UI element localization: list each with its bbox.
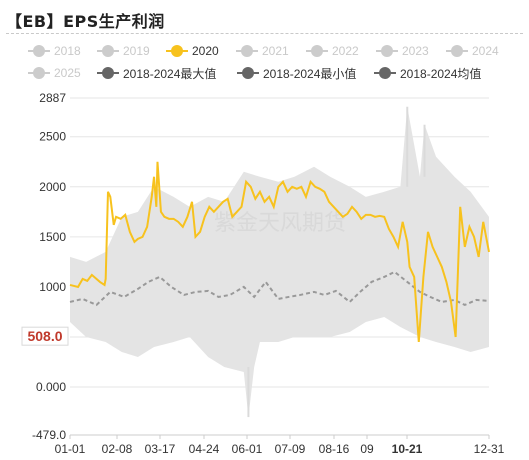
legend-label: 2020	[192, 44, 219, 58]
x-tick-label: 09	[360, 442, 374, 456]
title-divider	[6, 33, 523, 34]
legend-item-2022[interactable]: 2022	[306, 42, 359, 60]
legend-marker-icon	[446, 45, 468, 57]
legend-marker-icon	[28, 45, 50, 57]
legend-label: 2024	[472, 44, 499, 58]
range-band-area	[70, 106, 489, 418]
legend-label: 2018	[54, 44, 81, 58]
x-tick-label: 12-31	[474, 442, 505, 456]
x-tick-label: 01-01	[55, 442, 86, 456]
y-tick-label: 0.000	[36, 380, 66, 394]
x-tick-label: 07-09	[275, 442, 306, 456]
y-tick-label: 2500	[39, 130, 66, 144]
x-tick-label: 04-24	[189, 442, 220, 456]
highlight-y-label: 508.0	[27, 328, 62, 344]
legend-marker-icon	[97, 45, 119, 57]
legend-item-2023[interactable]: 2023	[376, 42, 429, 60]
legend-label: 2018-2024均值	[400, 66, 482, 81]
chart-title: 【EB】EPS生产利润	[6, 12, 165, 31]
legend-label: 2021	[262, 44, 289, 58]
legend-marker-icon	[28, 67, 50, 79]
legend-marker-icon	[306, 45, 328, 57]
chart-legend: 2018 2019 2020 2021 2022 2023 2024 2025 2018-202…	[0, 40, 529, 86]
legend-marker-icon	[236, 45, 258, 57]
legend-item-2021[interactable]: 2021	[236, 42, 289, 60]
legend-marker-icon	[237, 67, 259, 79]
y-tick-label: 2000	[39, 180, 66, 194]
y-tick-label: 1500	[39, 230, 66, 244]
highlight-y-box	[21, 326, 69, 346]
legend-item-2018-2024均值[interactable]: 2018-2024均值	[374, 64, 481, 82]
x-tick-label: 10-21	[392, 442, 423, 456]
legend-marker-icon	[166, 45, 188, 57]
legend-item-2025[interactable]: 2025	[28, 64, 81, 82]
x-tick-label: 08-16	[319, 442, 350, 456]
legend-label: 2022	[332, 44, 359, 58]
legend-marker-icon	[376, 45, 398, 57]
legend-item-2024[interactable]: 2024	[446, 42, 499, 60]
legend-item-2018-2024最大值[interactable]: 2018-2024最大值	[97, 64, 216, 82]
x-tick-label: 02-08	[102, 442, 133, 456]
legend-label: 2025	[54, 66, 81, 80]
legend-marker-icon	[374, 67, 396, 79]
legend-marker-icon	[97, 67, 119, 79]
legend-label: 2019	[123, 44, 150, 58]
legend-item-2018[interactable]: 2018	[28, 42, 81, 60]
y-tick-label: 2887	[39, 91, 66, 105]
y-tick-label: -479.0	[32, 428, 66, 442]
x-tick-label: 06-01	[232, 442, 263, 456]
legend-label: 2023	[402, 44, 429, 58]
y-tick-label: 1000	[39, 280, 66, 294]
legend-label: 2018-2024最小值	[263, 66, 357, 81]
series-2020-line	[69, 161, 490, 343]
legend-label: 2018-2024最大值	[123, 66, 217, 81]
legend-item-2019[interactable]: 2019	[97, 42, 150, 60]
legend-item-2018-2024最小值[interactable]: 2018-2024最小值	[237, 64, 356, 82]
legend-item-2020[interactable]: 2020	[166, 42, 219, 60]
x-tick-label: 03-17	[145, 442, 176, 456]
